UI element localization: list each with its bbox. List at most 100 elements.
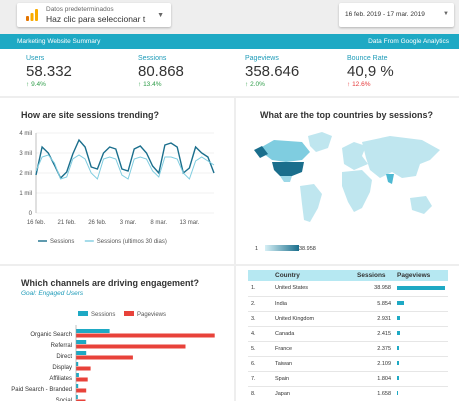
pageviews-bar <box>76 344 186 349</box>
row-pageviews <box>394 326 448 342</box>
world-map[interactable] <box>250 128 445 240</box>
row-rank: 5. <box>248 341 272 357</box>
map-africa <box>342 170 372 212</box>
x-tick-label: 3 mar. <box>120 220 137 226</box>
kpi-value: 58.332 <box>26 63 72 80</box>
x-tick-label: 21 feb. <box>58 220 77 226</box>
kpi-change-value: 12.6% <box>352 81 371 88</box>
row-rank: 1. <box>248 281 272 297</box>
sessions-bar <box>76 373 79 377</box>
pageviews-bar <box>397 285 445 290</box>
kpi-change-value: 2.0% <box>250 81 265 88</box>
sessions-bar <box>76 384 79 388</box>
kpi-change: ↑ 2.0% <box>245 81 265 88</box>
row-sessions: 2.415 <box>354 326 394 342</box>
pageviews-bar <box>397 391 399 396</box>
row-pageviews <box>394 371 448 387</box>
category-label: Social <box>56 398 72 401</box>
table-row[interactable]: 6. Taiwan 2.109 <box>248 356 448 372</box>
sessions-bar <box>76 340 87 344</box>
table-row[interactable]: 3. United Kingdom 2.931 <box>248 311 448 327</box>
pageviews-bar <box>397 376 399 381</box>
map-mexico <box>280 176 292 182</box>
table-header-rank <box>248 270 272 281</box>
trend-panel <box>0 98 234 264</box>
row-pageviews <box>394 281 448 297</box>
row-sessions: 5.854 <box>354 296 394 312</box>
row-rank: 8. <box>248 386 272 401</box>
kpi-bounce-rate: Bounce Rate 40,9 % ↑ 12.6% <box>347 55 394 88</box>
row-pageviews <box>394 296 448 312</box>
category-label: Affiliates <box>49 376 72 382</box>
date-range-picker[interactable]: 16 feb. 2019 - 17 mar. 2019 ▼ <box>339 3 454 27</box>
data-source-label: Datos predeterminados <box>46 6 114 13</box>
pageviews-bar <box>397 331 400 336</box>
data-source-selector[interactable]: Datos predeterminados Haz clic para sele… <box>17 3 171 27</box>
table-header-country[interactable]: Country <box>272 270 354 281</box>
row-pageviews <box>394 311 448 327</box>
category-label: Display <box>52 365 72 371</box>
row-sessions: 2.375 <box>354 341 394 357</box>
row-rank: 4. <box>248 326 272 342</box>
kpi-value: 40,9 % <box>347 63 394 80</box>
x-tick-label: 26 feb. <box>88 220 107 226</box>
kpi-change-value: 9.4% <box>31 81 46 88</box>
row-sessions: 38.958 <box>354 281 394 297</box>
sessions-bar <box>76 329 110 333</box>
table-row[interactable]: 5. France 2.375 <box>248 341 448 357</box>
row-sessions: 2.109 <box>354 356 394 372</box>
row-rank: 6. <box>248 356 272 372</box>
map-australia <box>410 196 432 214</box>
row-country: India <box>272 296 354 312</box>
y-tick-label: 3 mil <box>19 151 32 157</box>
pageviews-bar <box>76 333 215 338</box>
pageviews-bar <box>76 388 87 393</box>
kpi-strip: Users 58.332 ↑ 9.4% Sessions 80.868 ↑ 13… <box>0 49 459 96</box>
row-sessions: 1.804 <box>354 371 394 387</box>
kpi-label: Pageviews <box>245 55 279 62</box>
x-tick-label: 8 mar. <box>150 220 167 226</box>
map-asia <box>362 136 440 178</box>
sessions-line <box>35 138 215 180</box>
pageviews-bar <box>76 399 86 401</box>
row-sessions: 1.658 <box>354 386 394 401</box>
kpi-label: Users <box>26 55 45 62</box>
table-row[interactable]: 7. Spain 1.804 <box>248 371 448 387</box>
trend-title: How are site sessions trending? <box>21 110 160 120</box>
y-tick-label: 1 mil <box>19 191 32 197</box>
data-source-value: Haz clic para seleccionar t <box>46 14 146 24</box>
kpi-pageviews: Pageviews 358.646 ↑ 2.0% <box>245 55 299 88</box>
table-header-pageviews[interactable]: Pageviews <box>394 270 448 281</box>
row-rank: 2. <box>248 296 272 312</box>
table-header-sessions[interactable]: Sessions <box>354 270 394 281</box>
map-greenland <box>308 132 332 152</box>
x-tick-label: 13 mar. <box>179 220 199 226</box>
row-country: Japan <box>272 386 354 401</box>
y-tick-label: 4 mil <box>19 131 32 137</box>
table-row[interactable]: 2. India 5.854 <box>248 296 448 312</box>
kpi-label: Bounce Rate <box>347 55 388 62</box>
kpi-value: 80.868 <box>138 63 184 80</box>
row-country: France <box>272 341 354 357</box>
row-country: Canada <box>272 326 354 342</box>
row-sessions: 2.931 <box>354 311 394 327</box>
category-label: Referral <box>51 343 72 349</box>
analytics-icon <box>26 9 38 21</box>
row-rank: 3. <box>248 311 272 327</box>
pageviews-bar <box>397 361 399 366</box>
legend-label: Sessions <box>91 312 115 318</box>
map-color-scale <box>265 245 299 251</box>
pageviews-bar <box>76 366 91 371</box>
legend-swatch <box>124 311 134 316</box>
table-row[interactable]: 4. Canada 2.415 <box>248 326 448 342</box>
category-label: Direct <box>56 354 72 360</box>
map-alaska <box>254 146 268 158</box>
row-pageviews <box>394 386 448 401</box>
channels-title: Which channels are driving engagement? <box>21 278 200 288</box>
kpi-sessions: Sessions 80.868 ↑ 13.4% <box>138 55 184 88</box>
table-row[interactable]: 8. Japan 1.658 <box>248 386 448 401</box>
table-row[interactable]: 1. United States 38.958 <box>248 281 448 297</box>
kpi-change: ↑ 13.4% <box>138 81 162 88</box>
report-title: Marketing Website Summary <box>17 38 101 45</box>
map-united-states <box>272 162 304 176</box>
